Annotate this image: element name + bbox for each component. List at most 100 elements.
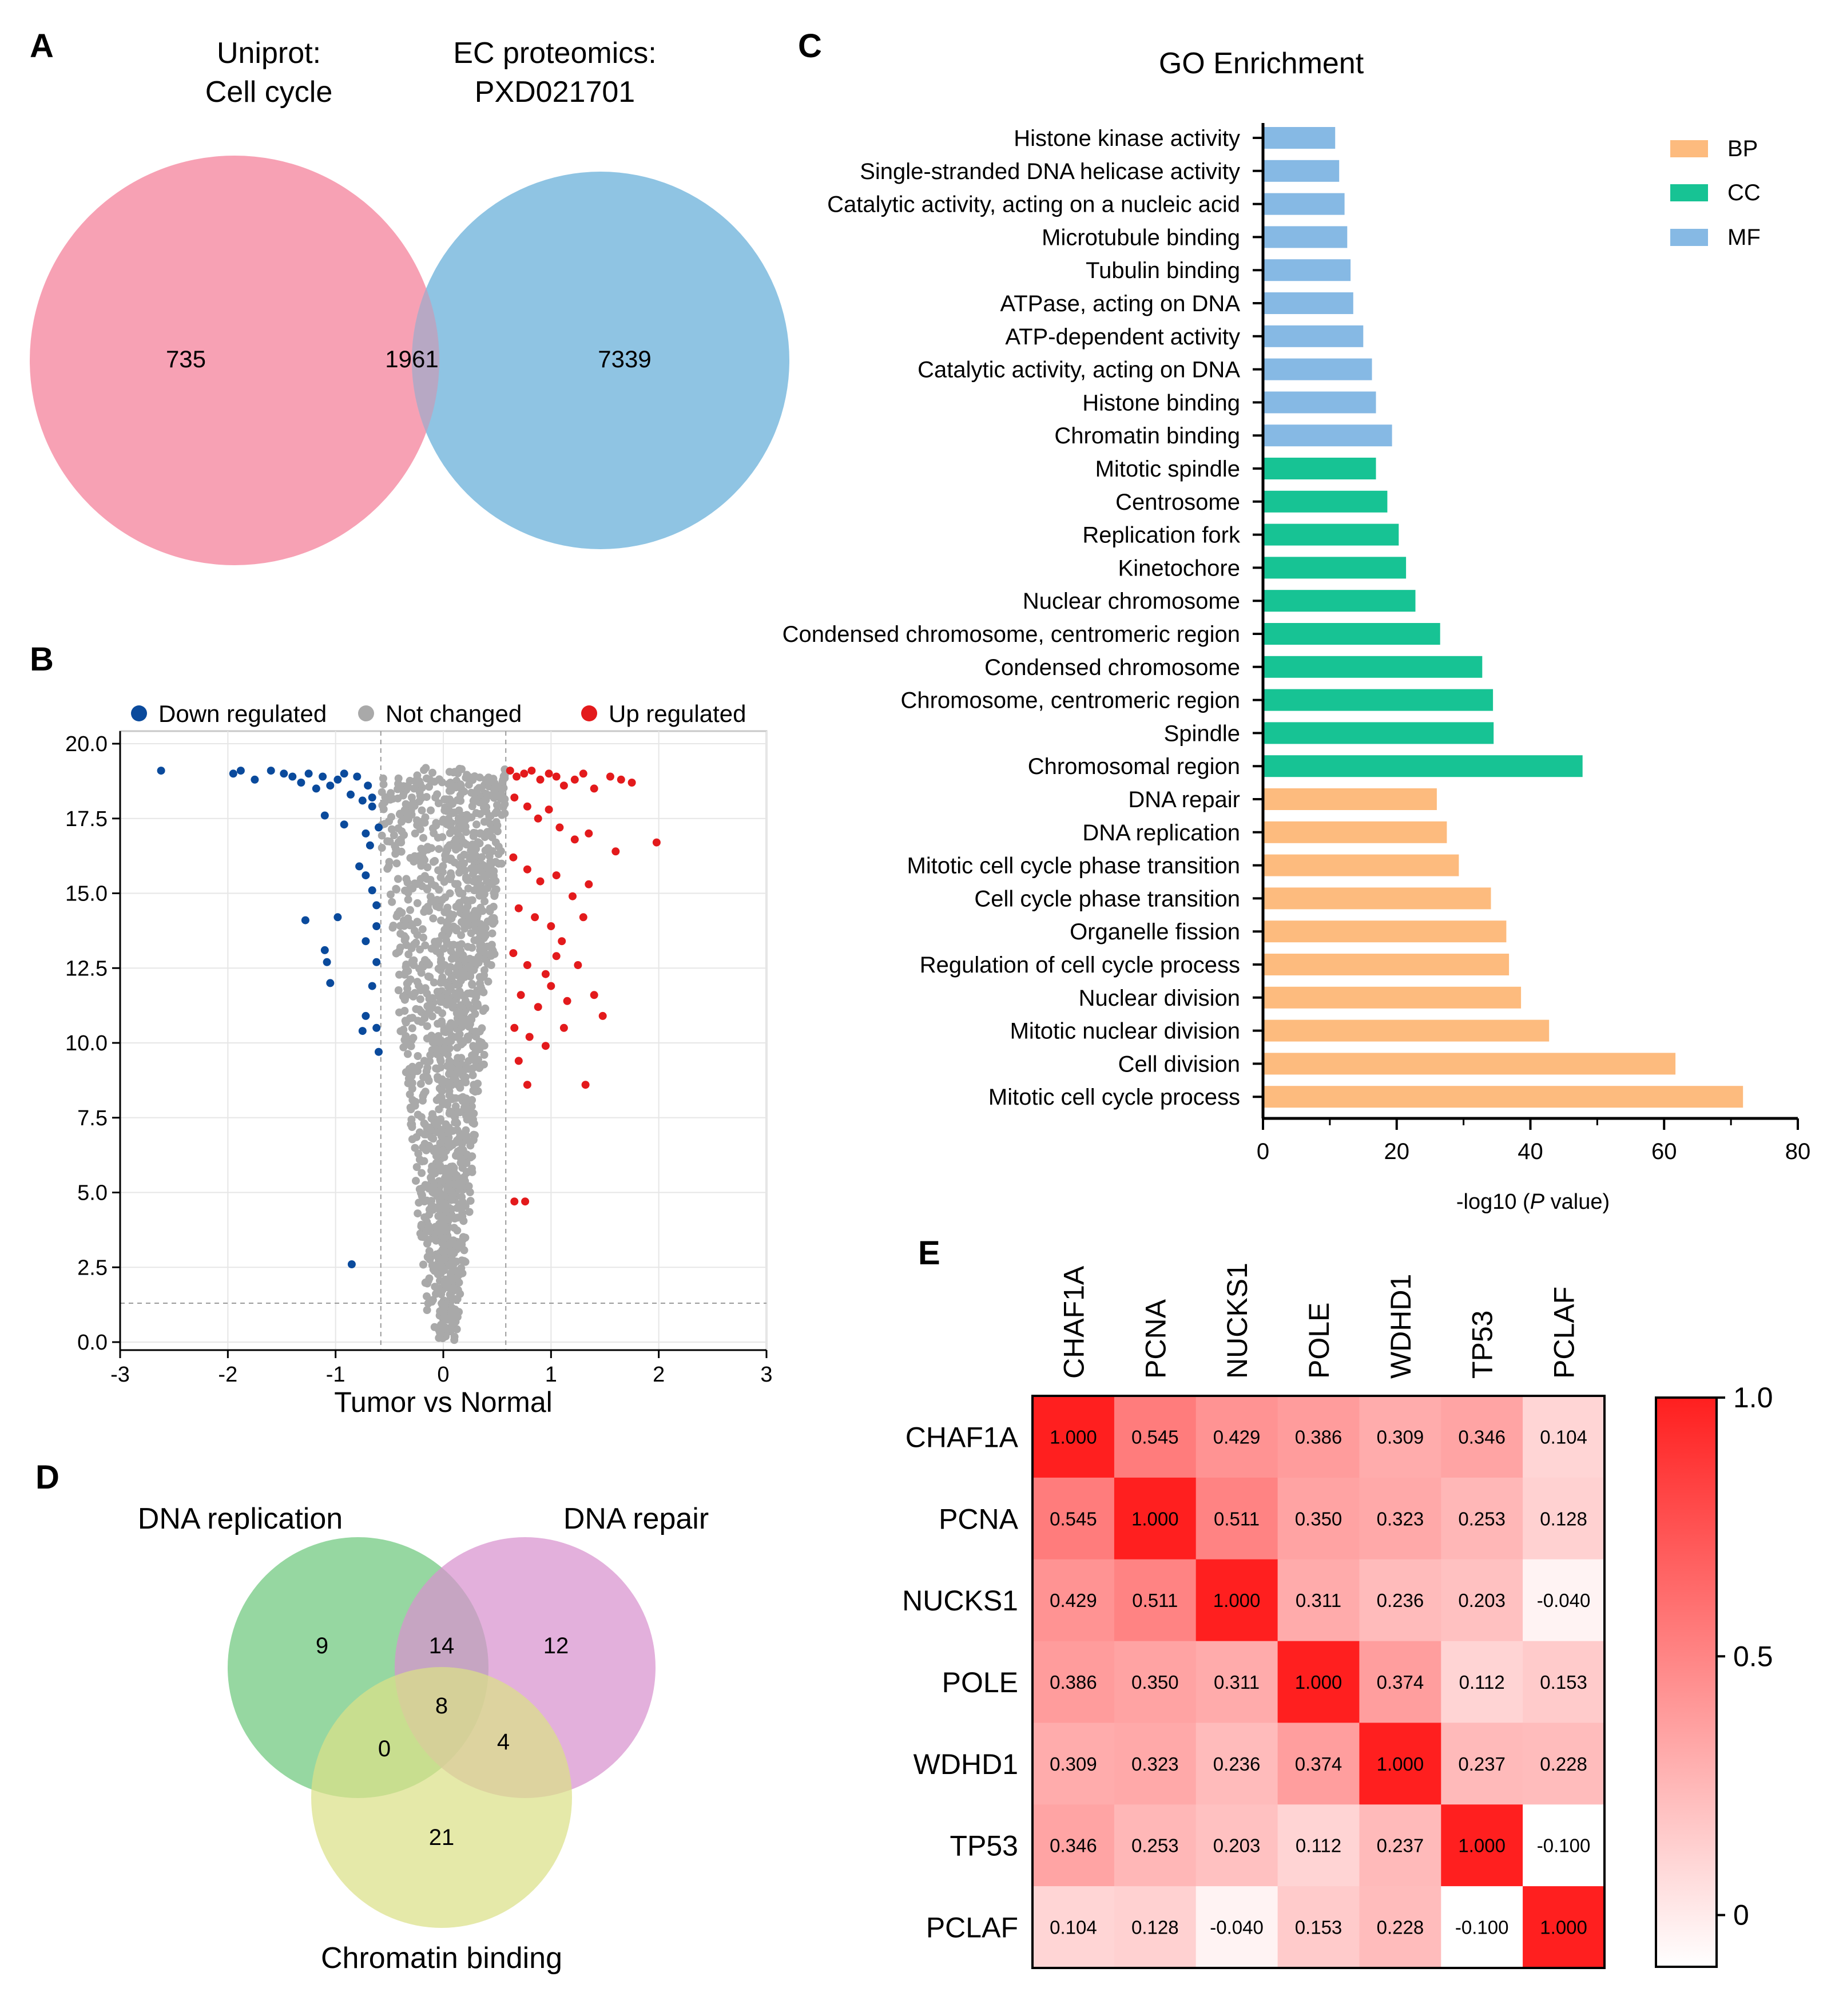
volcano-point-notchanged bbox=[413, 880, 422, 888]
volcano-point-notchanged bbox=[447, 973, 456, 982]
volcano-point-notchanged bbox=[439, 1308, 448, 1317]
colorbar-tick-label: 1.0 bbox=[1733, 1382, 1773, 1414]
volcano-point-up bbox=[536, 877, 545, 886]
volcano-point-notchanged bbox=[455, 806, 463, 815]
volcano-point-notchanged bbox=[381, 793, 390, 801]
volcano-point-notchanged bbox=[408, 1062, 416, 1071]
go-bar bbox=[1264, 1019, 1550, 1042]
volcano-point-notchanged bbox=[440, 795, 449, 804]
heatmap-cell-value: 0.545 bbox=[1131, 1426, 1179, 1447]
volcano-point-notchanged bbox=[427, 806, 435, 815]
go-category-label: Single-stranded DNA helicase activity bbox=[860, 159, 1240, 184]
go-bar bbox=[1264, 458, 1376, 479]
go-x-tick-label: 20 bbox=[1384, 1139, 1410, 1164]
volcano-point-notchanged bbox=[453, 1172, 462, 1181]
heatmap-cell-value: -0.040 bbox=[1210, 1917, 1264, 1938]
volcano-point-notchanged bbox=[421, 984, 430, 993]
volcano-point-notchanged bbox=[437, 1320, 445, 1329]
volcano-point-notchanged bbox=[456, 1240, 465, 1248]
volcano-point-notchanged bbox=[478, 853, 486, 862]
venn-d-replication-chromatin: 0 bbox=[378, 1736, 391, 1761]
go-legend-mf-label: MF bbox=[1727, 225, 1761, 250]
volcano-point-notchanged bbox=[483, 942, 491, 951]
volcano-point-notchanged bbox=[417, 862, 426, 870]
volcano-point-notchanged bbox=[453, 1126, 462, 1134]
volcano-point-up bbox=[652, 838, 661, 847]
heatmap-cell bbox=[1359, 1396, 1441, 1478]
volcano-point-up bbox=[547, 982, 555, 990]
volcano-point-down bbox=[326, 979, 335, 987]
go-category-label: Catalytic activity, acting on a nucleic … bbox=[827, 192, 1240, 217]
volcano-point-notchanged bbox=[443, 903, 452, 912]
go-category-label: Condensed chromosome bbox=[984, 655, 1240, 680]
volcano-point-notchanged bbox=[451, 835, 460, 844]
volcano-point-notchanged bbox=[438, 1247, 446, 1255]
volcano-point-notchanged bbox=[414, 918, 422, 927]
go-bar bbox=[1264, 259, 1351, 281]
volcano-point-notchanged bbox=[501, 771, 509, 780]
volcano-point-notchanged bbox=[400, 1007, 409, 1015]
heatmap-cell-value: 0.128 bbox=[1540, 1508, 1587, 1529]
panel-d-letter: D bbox=[35, 1459, 59, 1496]
volcano-point-notchanged bbox=[428, 768, 436, 777]
heatmap-border bbox=[1031, 1395, 1606, 1969]
volcano-point-notchanged bbox=[468, 943, 476, 952]
volcano-point-notchanged bbox=[451, 1094, 460, 1102]
venn-a-left-title-line2: Cell cycle bbox=[205, 76, 333, 109]
volcano-point-notchanged bbox=[458, 991, 467, 999]
volcano-point-notchanged bbox=[457, 1264, 466, 1272]
heatmap-cell-value: -0.100 bbox=[1455, 1917, 1509, 1938]
heatmap-cell bbox=[1277, 1559, 1360, 1642]
volcano-point-notchanged bbox=[467, 864, 475, 873]
volcano-point-notchanged bbox=[416, 792, 424, 800]
volcano-point-down bbox=[347, 790, 355, 799]
venn-a-right-title-line2: PXD021701 bbox=[475, 76, 635, 109]
venn-d-chromatin-only: 21 bbox=[429, 1825, 455, 1850]
volcano-point-down bbox=[355, 862, 364, 871]
volcano-point-notchanged bbox=[497, 859, 506, 868]
volcano-point-notchanged bbox=[428, 1110, 436, 1118]
go-bar bbox=[1264, 490, 1388, 513]
volcano-point-notchanged bbox=[449, 911, 458, 919]
volcano-point-notchanged bbox=[431, 1235, 439, 1243]
volcano-point-notchanged bbox=[439, 815, 448, 824]
panel-e-letter: E bbox=[918, 1235, 940, 1272]
heatmap-cell bbox=[1359, 1723, 1441, 1805]
volcano-point-notchanged bbox=[410, 784, 418, 793]
venn-a-left-circle bbox=[30, 156, 439, 565]
volcano-point-notchanged bbox=[458, 1198, 467, 1207]
volcano-point-notchanged bbox=[423, 1306, 431, 1314]
volcano-point-notchanged bbox=[438, 1299, 446, 1308]
volcano-point-down bbox=[358, 1027, 367, 1035]
go-bar bbox=[1264, 821, 1447, 843]
volcano-point-down bbox=[320, 811, 329, 820]
volcano-point-notchanged bbox=[458, 1212, 467, 1221]
heatmap-row-label: CHAF1A bbox=[905, 1421, 1019, 1453]
heatmap-cell bbox=[1523, 1396, 1605, 1478]
volcano-point-notchanged bbox=[378, 831, 386, 840]
volcano-point-notchanged bbox=[400, 922, 408, 930]
go-category-label: ATPase, acting on DNA bbox=[1000, 291, 1241, 316]
volcano-point-notchanged bbox=[436, 1139, 444, 1148]
volcano-point-notchanged bbox=[432, 1096, 441, 1104]
volcano-point-notchanged bbox=[387, 789, 395, 797]
volcano-point-notchanged bbox=[484, 773, 493, 782]
heatmap-cell bbox=[1195, 1396, 1278, 1478]
heatmap-cell bbox=[1359, 1477, 1441, 1560]
heatmap-cell-value: 0.309 bbox=[1050, 1753, 1097, 1775]
volcano-point-notchanged bbox=[424, 846, 432, 854]
volcano-point-notchanged bbox=[407, 1115, 416, 1124]
heatmap-cell bbox=[1441, 1641, 1523, 1724]
volcano-point-notchanged bbox=[418, 1192, 426, 1200]
volcano-point-up bbox=[513, 772, 521, 781]
volcano-x-tick-label: 2 bbox=[653, 1363, 665, 1387]
volcano-point-notchanged bbox=[451, 954, 459, 962]
volcano-y-tick-label: 20.0 bbox=[65, 732, 108, 756]
volcano-point-notchanged bbox=[477, 784, 486, 792]
volcano-point-notchanged bbox=[486, 907, 494, 915]
volcano-point-notchanged bbox=[479, 799, 487, 807]
panel-a: A Uniprot: Cell cycle EC proteomics: PXD… bbox=[30, 27, 789, 565]
volcano-point-notchanged bbox=[414, 1209, 422, 1218]
heatmap-cell-value: 0.128 bbox=[1131, 1917, 1179, 1938]
volcano-point-notchanged bbox=[444, 982, 452, 991]
